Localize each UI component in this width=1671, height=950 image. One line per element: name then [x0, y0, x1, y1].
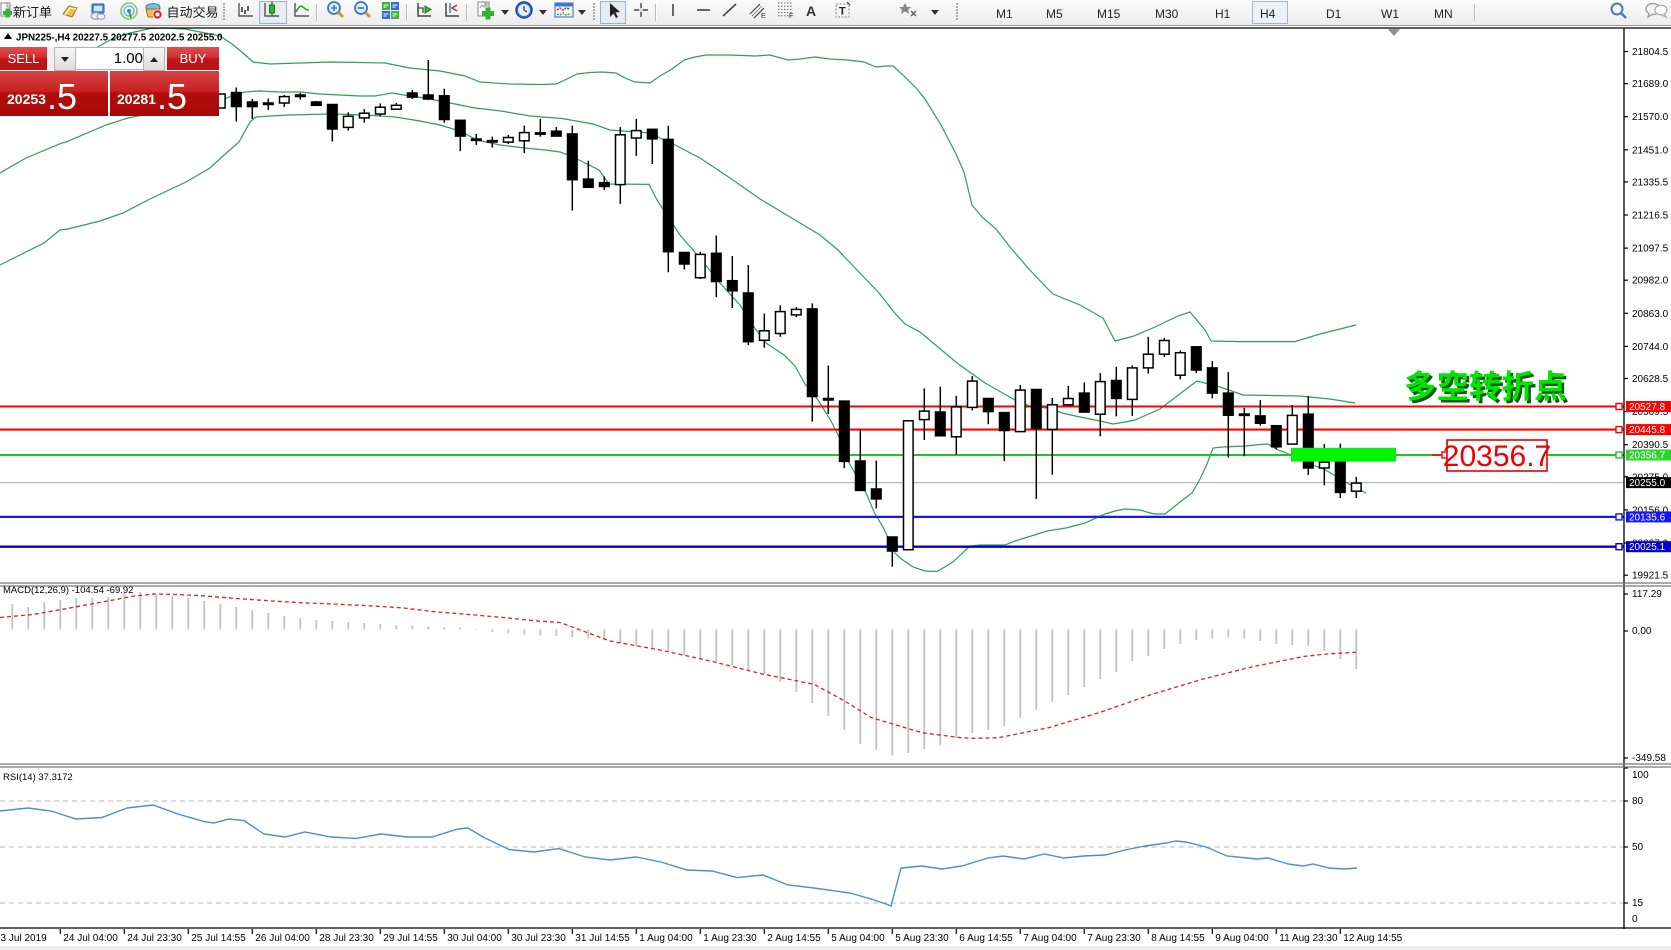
svg-text:6 Aug 14:55: 6 Aug 14:55 [959, 933, 1013, 944]
svg-text:26 Jul 04:00: 26 Jul 04:00 [255, 933, 310, 944]
svg-text:1 Aug 04:00: 1 Aug 04:00 [639, 933, 693, 944]
svg-text:20135.6: 20135.6 [1629, 512, 1666, 523]
svg-text:21097.5: 21097.5 [1632, 244, 1669, 255]
svg-text:20863.0: 20863.0 [1632, 309, 1669, 320]
svg-text:E: E [761, 13, 766, 20]
svg-text:20390.5: 20390.5 [1632, 440, 1669, 451]
svg-text:21804.5: 21804.5 [1632, 47, 1669, 58]
svg-text:5 Aug 04:00: 5 Aug 04:00 [831, 933, 885, 944]
svg-text:8 Aug 14:55: 8 Aug 14:55 [1151, 933, 1205, 944]
svg-text:7 Aug 04:00: 7 Aug 04:00 [1023, 933, 1077, 944]
svg-text:1 Aug 23:30: 1 Aug 23:30 [703, 933, 757, 944]
svg-text:20982.0: 20982.0 [1632, 276, 1669, 287]
svg-text:21216.5: 21216.5 [1632, 211, 1669, 222]
svg-text:RSI(14) 37.3172: RSI(14) 37.3172 [3, 772, 73, 783]
svg-text:20025.1: 20025.1 [1629, 542, 1666, 553]
svg-text:21335.5: 21335.5 [1632, 177, 1669, 188]
svg-text:0: 0 [1632, 914, 1638, 925]
svg-text:30 Jul 04:00: 30 Jul 04:00 [447, 933, 502, 944]
svg-text:T: T [839, 6, 846, 18]
svg-text:5 Aug 23:30: 5 Aug 23:30 [895, 933, 949, 944]
svg-text:25 Jul 14:55: 25 Jul 14:55 [191, 933, 246, 944]
svg-text:20356.7: 20356.7 [1443, 440, 1551, 473]
svg-text:80: 80 [1632, 796, 1644, 807]
svg-text:117.29: 117.29 [1632, 589, 1662, 600]
svg-text:F: F [789, 13, 793, 20]
svg-text:21451.0: 21451.0 [1632, 145, 1669, 156]
svg-text:15: 15 [1632, 898, 1644, 909]
svg-text:20628.5: 20628.5 [1632, 374, 1669, 385]
svg-text:20527.8: 20527.8 [1629, 402, 1666, 413]
svg-text:24 Jul 23:30: 24 Jul 23:30 [127, 933, 182, 944]
svg-text:11 Aug 23:30: 11 Aug 23:30 [1279, 933, 1338, 944]
svg-text:31 Jul 14:55: 31 Jul 14:55 [575, 933, 630, 944]
svg-text:12 Aug 14:55: 12 Aug 14:55 [1343, 933, 1402, 944]
svg-text:20509.5: 20509.5 [1632, 407, 1669, 418]
svg-text:9 Aug 04:00: 9 Aug 04:00 [1215, 933, 1269, 944]
svg-text:20356.7: 20356.7 [1629, 451, 1666, 462]
svg-text:2 Aug 14:55: 2 Aug 14:55 [767, 933, 821, 944]
svg-text:100: 100 [1632, 770, 1649, 781]
svg-text:50: 50 [1632, 842, 1644, 853]
svg-text:-349.58: -349.58 [1632, 753, 1666, 764]
svg-text:JPN225-,H4 20227.5 20277.5 20: JPN225-,H4 20227.5 20277.5 20202.5 20255… [16, 33, 223, 44]
svg-text:21570.0: 21570.0 [1632, 112, 1669, 123]
svg-text:20156.0: 20156.0 [1632, 505, 1669, 516]
svg-text:28 Jul 23:30: 28 Jul 23:30 [319, 933, 374, 944]
svg-text:0.00: 0.00 [1632, 626, 1652, 637]
svg-text:29 Jul 14:55: 29 Jul 14:55 [383, 933, 438, 944]
svg-text:MACD(12,26,9) -104.54 -69.92: MACD(12,26,9) -104.54 -69.92 [3, 585, 133, 596]
svg-text:7 Aug 23:30: 7 Aug 23:30 [1087, 933, 1141, 944]
svg-text:20255.0: 20255.0 [1629, 478, 1666, 489]
svg-text:30 Jul 23:30: 30 Jul 23:30 [511, 933, 566, 944]
svg-text:24 Jul 04:00: 24 Jul 04:00 [63, 933, 118, 944]
svg-text:23 Jul 2019: 23 Jul 2019 [0, 933, 47, 944]
svg-text:20445.8: 20445.8 [1629, 425, 1666, 436]
svg-text:19921.5: 19921.5 [1632, 571, 1669, 582]
svg-text:20744.0: 20744.0 [1632, 342, 1669, 353]
svg-text:21689.0: 21689.0 [1632, 79, 1669, 90]
